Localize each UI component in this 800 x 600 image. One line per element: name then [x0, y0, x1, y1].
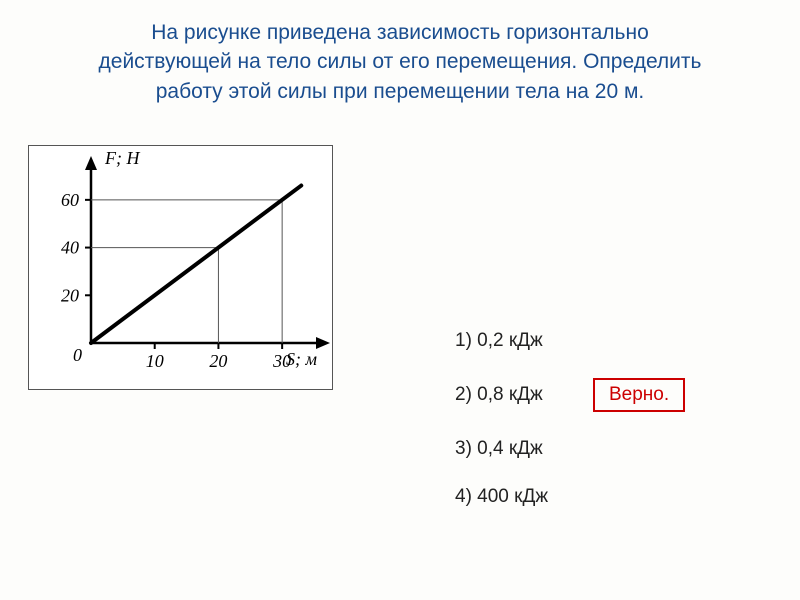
title-line-3: работу этой силы при перемещении тела на… — [40, 77, 760, 106]
title-line-2: действующей на тело силы от его перемеще… — [40, 47, 760, 76]
svg-text:0: 0 — [73, 345, 82, 365]
svg-text:60: 60 — [61, 190, 79, 210]
answer-options: 1) 0,2 кДж 2) 0,8 кДж Верно. 3) 0,4 кДж … — [455, 330, 685, 534]
answer-option-4: 4) 400 кДж — [455, 486, 685, 508]
chart-svg: F; НS; м0204060102030 — [29, 146, 334, 391]
title-line-1: На рисунке приведена зависимость горизон… — [40, 18, 760, 47]
svg-text:10: 10 — [146, 351, 164, 371]
answer-option-1: 1) 0,2 кДж — [455, 330, 685, 352]
answer-option-2: 2) 0,8 кДж Верно. — [455, 378, 685, 412]
svg-text:40: 40 — [61, 238, 79, 258]
correct-badge: Верно. — [593, 378, 685, 412]
problem-title: На рисунке приведена зависимость горизон… — [0, 0, 800, 106]
answer-text-3: 3) 0,4 кДж — [455, 438, 575, 460]
svg-text:F; Н: F; Н — [104, 148, 140, 168]
answer-text-1: 1) 0,2 кДж — [455, 330, 575, 352]
answer-text-4: 4) 400 кДж — [455, 486, 575, 508]
svg-text:20: 20 — [209, 351, 227, 371]
force-displacement-chart: F; НS; м0204060102030 — [28, 145, 333, 390]
svg-text:20: 20 — [61, 285, 79, 305]
answer-option-3: 3) 0,4 кДж — [455, 438, 685, 460]
answer-text-2: 2) 0,8 кДж — [455, 384, 575, 406]
svg-text:30: 30 — [272, 351, 291, 371]
